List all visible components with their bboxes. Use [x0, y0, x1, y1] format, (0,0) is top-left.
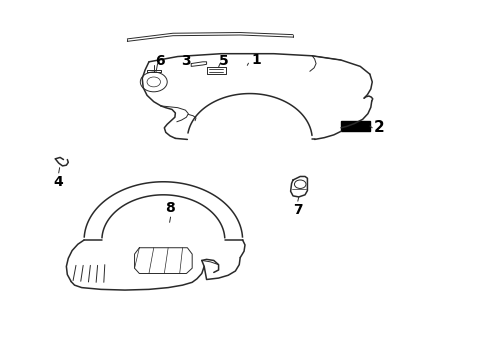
- Text: 4: 4: [54, 175, 64, 189]
- Text: 3: 3: [182, 54, 191, 68]
- Text: 6: 6: [155, 54, 164, 68]
- Text: 5: 5: [219, 54, 228, 68]
- Text: 7: 7: [293, 203, 303, 217]
- Text: 8: 8: [165, 201, 174, 215]
- Polygon shape: [341, 121, 370, 131]
- Text: 1: 1: [251, 53, 261, 67]
- Text: 2: 2: [374, 120, 385, 135]
